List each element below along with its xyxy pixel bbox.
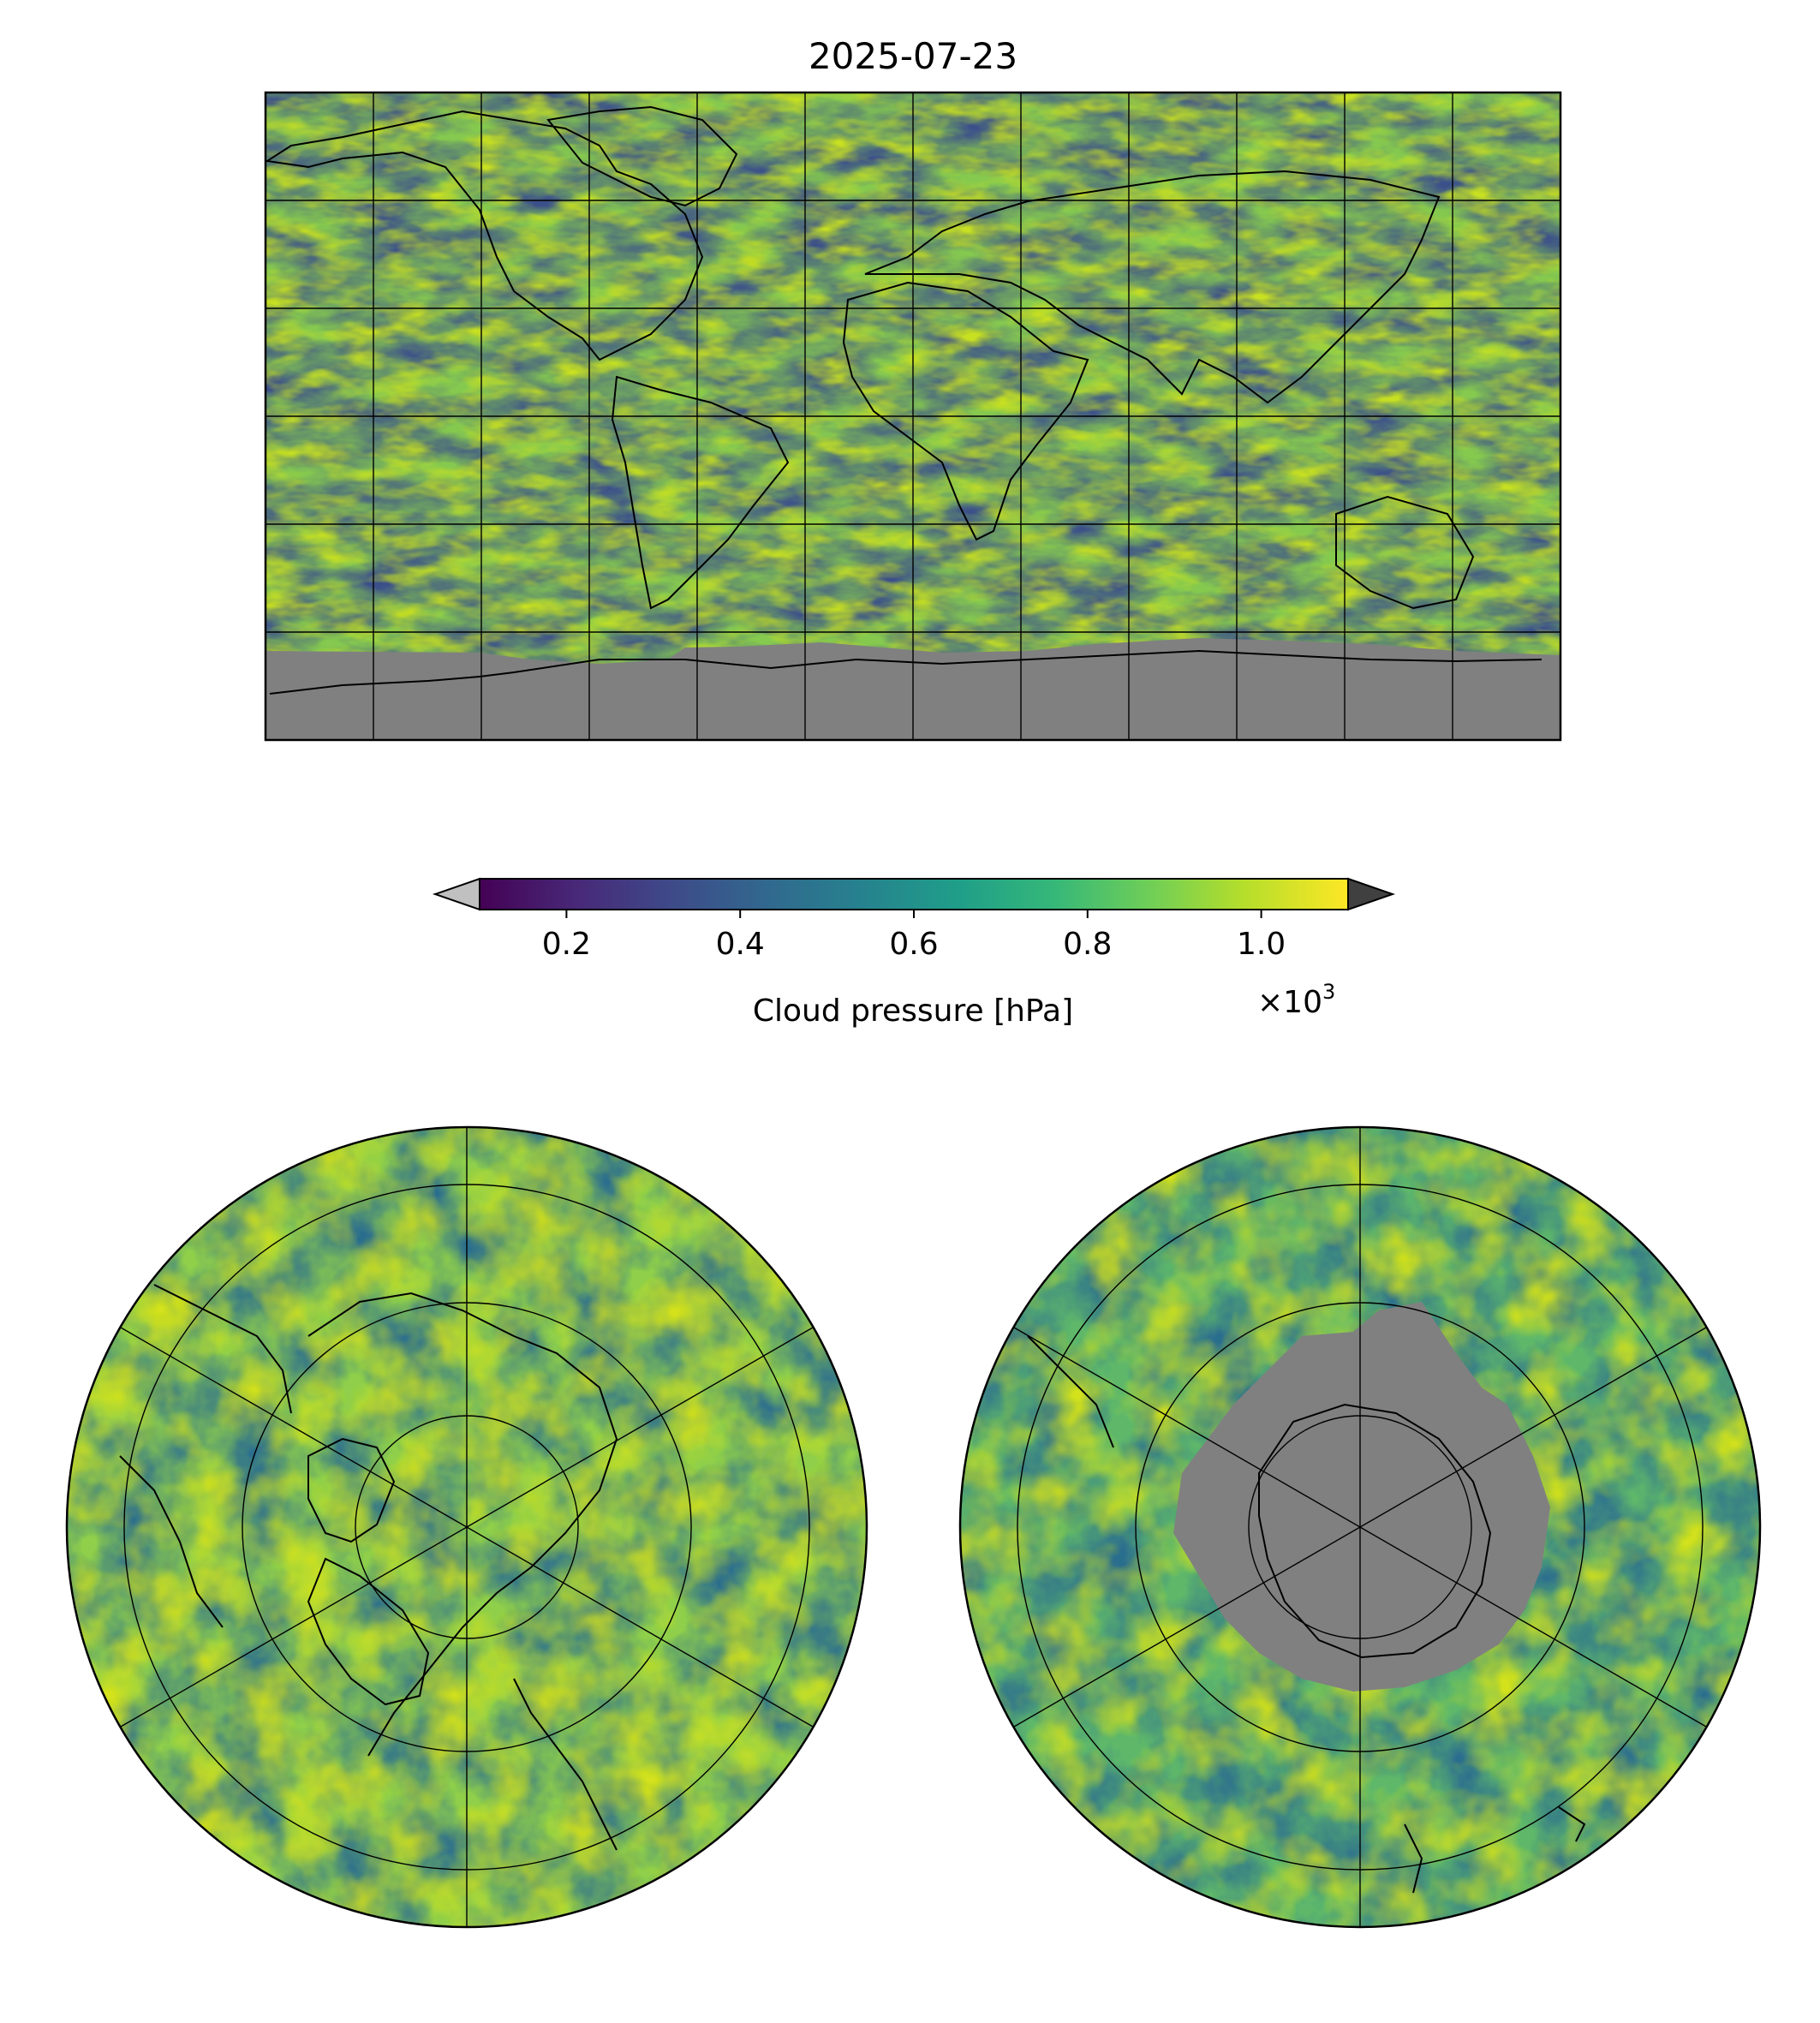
colorbar-over-extension: [1347, 877, 1396, 911]
north-graticule: [120, 1127, 814, 1927]
colorbar-ticks: 0.2 0.4 0.6 0.8 1.0: [542, 910, 1286, 962]
north-polar-frame: [65, 1125, 868, 1929]
colorbar-tick-label: 1.0: [1237, 927, 1286, 962]
colorbar-offset-exponent: 3: [1322, 980, 1335, 1004]
colorbar-tick-label: 0.2: [542, 927, 591, 962]
south-polar-frame: [958, 1125, 1762, 1929]
colorbar-tick-label: 0.8: [1063, 927, 1112, 962]
north-polar-map: [67, 1127, 867, 1927]
south-no-data-region: [1173, 1302, 1550, 1692]
colorbar-label: Cloud pressure [hPa]: [753, 994, 1073, 1029]
south-coastlines: [1027, 1335, 1586, 1894]
south-polar-map: [960, 1127, 1760, 1927]
south-graticule: [1013, 1127, 1707, 1927]
global-graticule: [266, 92, 1560, 740]
colorbar-tick-label: 0.6: [889, 927, 938, 962]
north-coastlines: [119, 1284, 618, 1851]
colorbar-offset-text: ×103: [1257, 980, 1335, 1020]
global-map: [266, 92, 1560, 740]
colorbar-under-extension: [432, 877, 480, 911]
map-title: 2025-07-23: [809, 35, 1017, 77]
colorbar-offset-base: ×10: [1257, 985, 1322, 1020]
global-map-frame: [264, 91, 1562, 742]
global-coastlines: [266, 105, 1543, 695]
colorbar: 0.2 0.4 0.6 0.8 1.0 Cloud pressure [hPa] ×10…: [432, 877, 1396, 1029]
colorbar-gradient: [480, 879, 1348, 910]
colorbar-tick-label: 0.4: [716, 927, 765, 962]
